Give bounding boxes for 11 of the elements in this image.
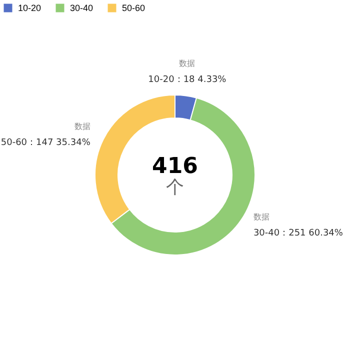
text: 数据 xyxy=(179,58,196,68)
data-label: 10-20：18 4.33% xyxy=(148,74,227,85)
legend-label: 30-40 xyxy=(70,3,94,13)
text: 416 xyxy=(152,154,198,179)
text: 数据 xyxy=(74,122,90,131)
legend-label: 50-60 xyxy=(122,3,146,13)
data-label: 50-60：147 35.34% xyxy=(0,138,91,148)
text: 个 xyxy=(166,177,184,198)
text: 数据 xyxy=(253,212,270,222)
legend-label: 10-20 xyxy=(18,3,42,13)
data-label: 30-40：251 60.34% xyxy=(253,228,344,239)
